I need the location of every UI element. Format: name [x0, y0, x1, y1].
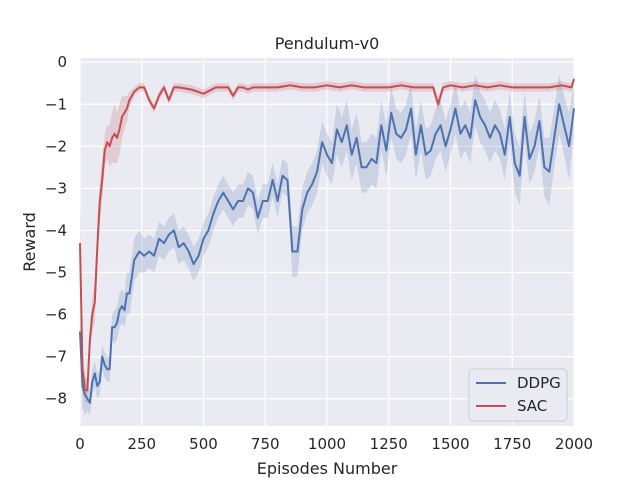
x-tick-label: 1500: [431, 435, 469, 453]
series-line-sac: [79, 78, 575, 392]
y-tick-label: −8: [45, 390, 67, 408]
grid-lines: [79, 58, 575, 426]
y-tick-label: −4: [45, 221, 67, 239]
x-tick-label: 1000: [308, 435, 346, 453]
y-tick-label: −5: [45, 263, 67, 281]
y-tick-label: −2: [45, 137, 67, 155]
y-tick-labels: 0 −1 −2 −3 −4 −5 −6 −7 −8: [45, 53, 67, 407]
chart-title: Pendulum-v0: [275, 34, 380, 53]
y-tick-label: −7: [45, 348, 67, 366]
legend: DDPG SAC: [468, 368, 568, 422]
x-tick-label: 500: [189, 435, 218, 453]
x-tick-label: 250: [127, 435, 156, 453]
x-tick-label: 0: [75, 435, 85, 453]
series-line-ddpg: [79, 99, 575, 404]
y-tick-label: 0: [57, 53, 67, 71]
x-axis-label: Episodes Number: [257, 459, 398, 478]
x-tick-label: 1750: [493, 435, 531, 453]
y-tick-label: −1: [45, 95, 67, 113]
y-tick-label: −6: [45, 306, 67, 324]
x-tick-label: 1250: [370, 435, 408, 453]
y-tick-label: −3: [45, 179, 67, 197]
x-tick-labels: 0 250 500 750 1000 1250 1500 1750 2000: [75, 435, 593, 453]
y-axis-label: Reward: [20, 212, 39, 272]
band-sac: [80, 74, 574, 403]
x-tick-label: 2000: [555, 435, 593, 453]
x-tick-label: 750: [251, 435, 280, 453]
legend-label-sac: SAC: [517, 397, 547, 415]
series-lines: [79, 78, 575, 404]
legend-label-ddpg: DDPG: [517, 374, 561, 392]
